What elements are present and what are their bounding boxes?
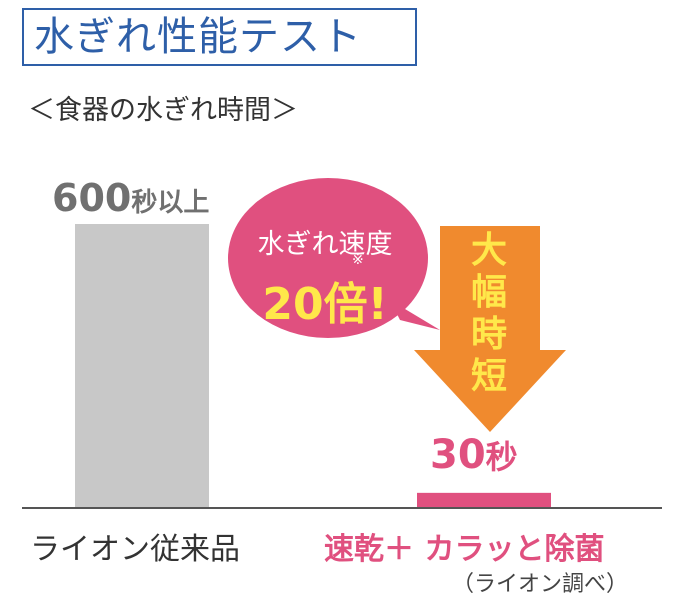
- value-label-conventional: 600秒以上: [52, 176, 210, 220]
- arrow-char: 短: [470, 356, 507, 397]
- arrow-char: 大: [470, 230, 507, 271]
- source-note: （ライオン調べ）: [452, 572, 629, 597]
- arrow-char: 幅: [470, 272, 507, 313]
- value-label-quick-dry: 30秒: [430, 432, 518, 478]
- callout-line2: 20倍!: [262, 279, 388, 330]
- arrow-char: 時: [470, 314, 507, 355]
- category-label-conventional: ライオン従来品: [30, 532, 240, 567]
- bar-quick-dry: [417, 492, 551, 507]
- arrow-label: 大 幅 時 短: [454, 230, 524, 398]
- speed-callout-bubble: [228, 178, 440, 338]
- bar-lion-conventional: [75, 224, 209, 507]
- down-arrow-icon: [414, 226, 566, 432]
- callout-line1: 水ぎれ速度: [257, 229, 393, 260]
- category-label-quick-dry: 速乾＋ カラッと除菌: [324, 532, 605, 567]
- chart-subtitle: ＜食器の水ぎれ時間＞: [28, 95, 298, 126]
- page-title: 水ぎれ性能テスト: [22, 8, 417, 66]
- callout-note-mark: ※: [352, 252, 364, 268]
